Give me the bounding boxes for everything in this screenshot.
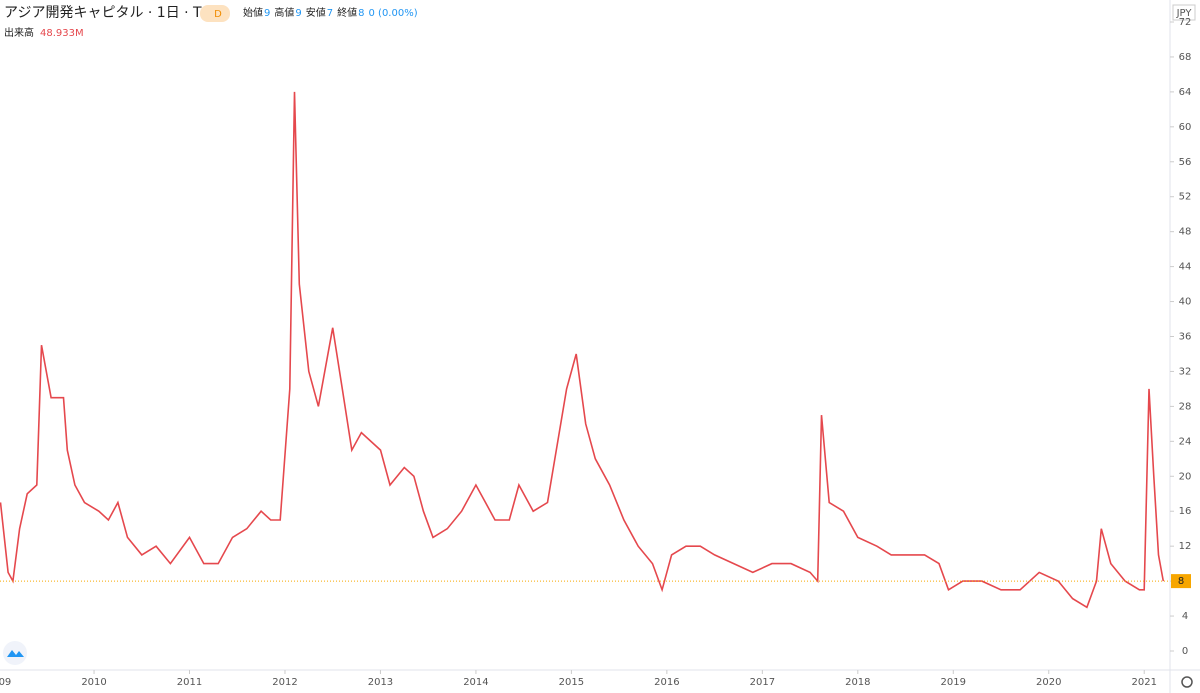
y-tick-label: 0 (1182, 646, 1188, 657)
y-tick-label: 4 (1182, 611, 1188, 622)
interval-pill[interactable] (200, 5, 230, 22)
x-tick-label: 2012 (272, 677, 297, 688)
y-tick-label: 12 (1179, 541, 1192, 552)
volume-value: 48.933M (40, 28, 84, 39)
x-tick-label: 2010 (81, 677, 106, 688)
ohlc-label: 安値 (306, 6, 326, 19)
x-tick-label: 2020 (1036, 677, 1061, 688)
y-tick-label: 44 (1179, 262, 1192, 273)
settings-icon[interactable] (1181, 676, 1193, 688)
y-tick-label: 56 (1179, 157, 1192, 168)
y-tick-label: 52 (1179, 192, 1192, 203)
y-tick-label: 24 (1179, 436, 1192, 447)
x-tick-label: 2016 (654, 677, 679, 688)
currency-box (1172, 4, 1196, 21)
last-price-label: 8 (1178, 576, 1184, 587)
ohlc-label: 始値 (243, 6, 263, 19)
y-tick-label: 40 (1179, 297, 1192, 308)
x-tick-label: 2017 (750, 677, 775, 688)
y-tick-label: 36 (1179, 332, 1192, 343)
interval: D (214, 9, 222, 20)
y-tick-label: 64 (1179, 87, 1192, 98)
y-tick-label: 16 (1179, 506, 1192, 517)
chart-title: アジア開発キャピタル · 1日 · TSE (4, 5, 219, 21)
y-tick-label: 68 (1179, 52, 1192, 63)
ohlc: 始値 9 高値 9 安値 7 終値 8 0 (0.00%) (243, 6, 418, 19)
y-tick-label: 60 (1179, 122, 1192, 133)
logo[interactable] (3, 641, 27, 665)
x-tick-label: 2015 (559, 677, 584, 688)
x-tick-label: 2011 (177, 677, 202, 688)
volume-label: 出来高 (4, 26, 34, 39)
y-tick-label: 28 (1179, 401, 1192, 412)
change: 0 (0.00%) (369, 8, 418, 19)
ohlc-label: 終値 (337, 6, 357, 19)
y-tick-label: 20 (1179, 471, 1192, 482)
x-tick-label: 2009 (0, 677, 11, 688)
ohlc-value: 9 (295, 8, 301, 19)
x-tick-label: 2018 (845, 677, 870, 688)
x-tick-label: 2014 (463, 677, 488, 688)
ohlc-value: 9 (264, 8, 270, 19)
y-tick-label: 48 (1179, 227, 1192, 238)
y-tick-label: 72 (1179, 17, 1192, 28)
ohlc-value: 8 (358, 8, 364, 19)
ohlc-label: 高値 (274, 6, 294, 19)
ohlc-value: 7 (327, 8, 333, 19)
last-price-tag (1171, 574, 1191, 589)
price-line (0, 91, 1165, 609)
currency: JPY (1176, 8, 1193, 19)
y-tick-label: 32 (1179, 366, 1192, 377)
x-tick-label: 2019 (941, 677, 966, 688)
x-tick-label: 2013 (368, 677, 393, 688)
x-tick-label: 2021 (1131, 677, 1156, 688)
